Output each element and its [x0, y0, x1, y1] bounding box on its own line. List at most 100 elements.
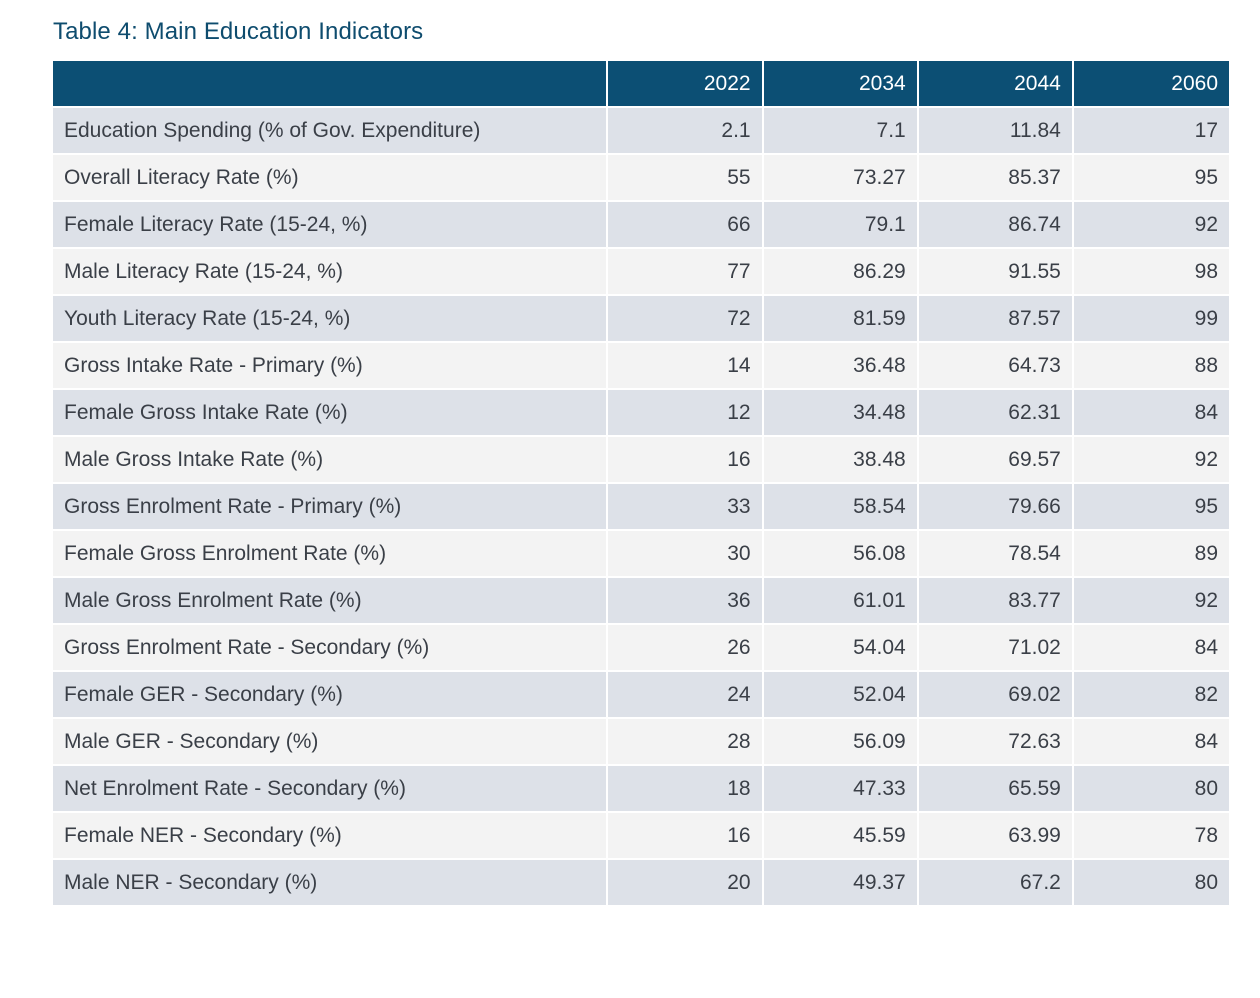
- value-cell-2044: 64.73: [918, 341, 1074, 388]
- value-cell-2060: 95: [1073, 482, 1229, 529]
- row-label: Female Gross Enrolment Rate (%): [53, 529, 609, 576]
- table-body: Education Spending (% of Gov. Expenditur…: [53, 106, 1229, 905]
- value-cell-2060: 99: [1073, 294, 1229, 341]
- value-cell-2034: 56.09: [763, 717, 919, 764]
- table-row: Youth Literacy Rate (15-24, %) 72 81.59 87.…: [53, 294, 1229, 341]
- header-corner-cell: [53, 61, 609, 106]
- row-label: Male NER - Secondary (%): [53, 858, 609, 905]
- value-cell-2034: 52.04: [763, 670, 919, 717]
- value-cell-2044: 86.74: [918, 200, 1074, 247]
- table-row: Gross Enrolment Rate - Secondary (%) 26 54…: [53, 623, 1229, 670]
- value-cell-2044: 11.84: [918, 106, 1074, 153]
- table-title: Table 4: Main Education Indicators: [53, 18, 424, 45]
- row-label: Male GER - Secondary (%): [53, 717, 609, 764]
- value-cell-2034: 73.27: [763, 153, 919, 200]
- row-label: Male Gross Enrolment Rate (%): [53, 576, 609, 623]
- value-cell-2060: 78: [1073, 811, 1229, 858]
- value-cell-2060: 84: [1073, 717, 1229, 764]
- value-cell-2060: 80: [1073, 858, 1229, 905]
- row-label: Net Enrolment Rate - Secondary (%): [53, 764, 609, 811]
- column-header-2060: 2060: [1073, 61, 1229, 106]
- row-label: Female GER - Secondary (%): [53, 670, 609, 717]
- row-label: Overall Literacy Rate (%): [53, 153, 609, 200]
- value-cell-2022: 24: [608, 670, 764, 717]
- value-cell-2060: 92: [1073, 200, 1229, 247]
- value-cell-2044: 79.66: [918, 482, 1074, 529]
- table-row: Female Gross Enrolment Rate (%) 30 56.08 78…: [53, 529, 1229, 576]
- value-cell-2060: 84: [1073, 623, 1229, 670]
- column-header-2034: 2034: [763, 61, 919, 106]
- value-cell-2022: 2.1: [608, 106, 764, 153]
- value-cell-2022: 26: [608, 623, 764, 670]
- table-row: Overall Literacy Rate (%) 55 73.27 85.37 95: [53, 153, 1229, 200]
- value-cell-2060: 82: [1073, 670, 1229, 717]
- row-label: Female Gross Intake Rate (%): [53, 388, 609, 435]
- row-label: Gross Intake Rate - Primary (%): [53, 341, 609, 388]
- value-cell-2022: 18: [608, 764, 764, 811]
- value-cell-2034: 81.59: [763, 294, 919, 341]
- table-row: Male GER - Secondary (%) 28 56.09 72.63 84: [53, 717, 1229, 764]
- row-label: Male Literacy Rate (15-24, %): [53, 247, 609, 294]
- column-header-2044: 2044: [918, 61, 1074, 106]
- column-header-2022: 2022: [608, 61, 764, 106]
- value-cell-2034: 47.33: [763, 764, 919, 811]
- row-label: Education Spending (% of Gov. Expenditur…: [53, 106, 609, 153]
- value-cell-2022: 77: [608, 247, 764, 294]
- value-cell-2034: 36.48: [763, 341, 919, 388]
- value-cell-2034: 56.08: [763, 529, 919, 576]
- value-cell-2044: 69.57: [918, 435, 1074, 482]
- table-header-row: 2022 2034 2044 2060: [53, 61, 1229, 106]
- value-cell-2022: 20: [608, 858, 764, 905]
- row-label: Gross Enrolment Rate - Secondary (%): [53, 623, 609, 670]
- value-cell-2044: 85.37: [918, 153, 1074, 200]
- table-row: Male NER - Secondary (%) 20 49.37 67.2 80: [53, 858, 1229, 905]
- value-cell-2060: 92: [1073, 435, 1229, 482]
- table-row: Education Spending (% of Gov. Expenditur…: [53, 106, 1229, 153]
- value-cell-2022: 16: [608, 435, 764, 482]
- value-cell-2034: 38.48: [763, 435, 919, 482]
- value-cell-2060: 98: [1073, 247, 1229, 294]
- education-indicators-table: 2022 2034 2044 2060 Education Spending (…: [53, 61, 1229, 905]
- value-cell-2034: 58.54: [763, 482, 919, 529]
- value-cell-2044: 72.63: [918, 717, 1074, 764]
- value-cell-2044: 69.02: [918, 670, 1074, 717]
- value-cell-2044: 67.2: [918, 858, 1074, 905]
- table-row: Female Literacy Rate (15-24, %) 66 79.1 86.…: [53, 200, 1229, 247]
- value-cell-2022: 66: [608, 200, 764, 247]
- table-row: Female NER - Secondary (%) 16 45.59 63.99 78: [53, 811, 1229, 858]
- value-cell-2044: 71.02: [918, 623, 1074, 670]
- value-cell-2034: 79.1: [763, 200, 919, 247]
- value-cell-2060: 92: [1073, 576, 1229, 623]
- table-row: Male Gross Enrolment Rate (%) 36 61.01 83.7…: [53, 576, 1229, 623]
- table-row: Female GER - Secondary (%) 24 52.04 69.02 82: [53, 670, 1229, 717]
- row-label: Female NER - Secondary (%): [53, 811, 609, 858]
- value-cell-2044: 62.31: [918, 388, 1074, 435]
- value-cell-2022: 14: [608, 341, 764, 388]
- table-row: Net Enrolment Rate - Secondary (%) 18 47.3…: [53, 764, 1229, 811]
- value-cell-2034: 45.59: [763, 811, 919, 858]
- value-cell-2060: 80: [1073, 764, 1229, 811]
- value-cell-2044: 83.77: [918, 576, 1074, 623]
- value-cell-2022: 12: [608, 388, 764, 435]
- row-label: Male Gross Intake Rate (%): [53, 435, 609, 482]
- row-label: Youth Literacy Rate (15-24, %): [53, 294, 609, 341]
- table-row: Gross Intake Rate - Primary (%) 14 36.48 64…: [53, 341, 1229, 388]
- value-cell-2022: 33: [608, 482, 764, 529]
- value-cell-2060: 95: [1073, 153, 1229, 200]
- table-row: Male Literacy Rate (15-24, %) 77 86.29 91.5…: [53, 247, 1229, 294]
- value-cell-2034: 34.48: [763, 388, 919, 435]
- table-row: Female Gross Intake Rate (%) 12 34.48 62.31…: [53, 388, 1229, 435]
- value-cell-2022: 30: [608, 529, 764, 576]
- value-cell-2022: 72: [608, 294, 764, 341]
- value-cell-2060: 17: [1073, 106, 1229, 153]
- value-cell-2022: 16: [608, 811, 764, 858]
- value-cell-2034: 49.37: [763, 858, 919, 905]
- value-cell-2022: 36: [608, 576, 764, 623]
- value-cell-2044: 78.54: [918, 529, 1074, 576]
- value-cell-2060: 88: [1073, 341, 1229, 388]
- table-row: Male Gross Intake Rate (%) 16 38.48 69.57 92: [53, 435, 1229, 482]
- value-cell-2060: 84: [1073, 388, 1229, 435]
- value-cell-2034: 7.1: [763, 106, 919, 153]
- value-cell-2022: 55: [608, 153, 764, 200]
- value-cell-2044: 91.55: [918, 247, 1074, 294]
